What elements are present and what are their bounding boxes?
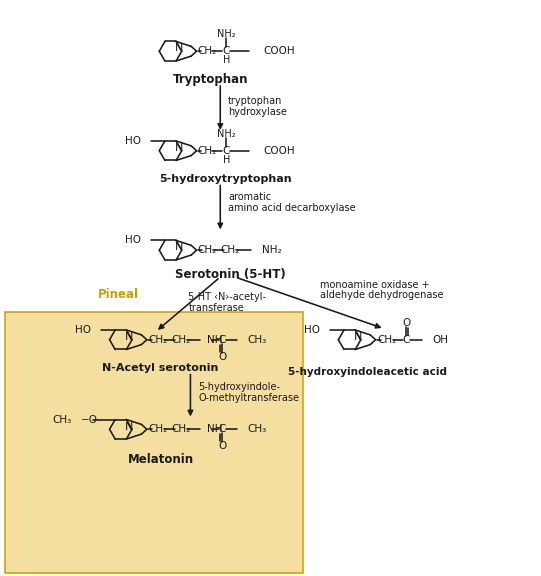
Text: OH: OH bbox=[432, 335, 448, 344]
Text: CH₂: CH₂ bbox=[171, 335, 190, 344]
Text: N: N bbox=[354, 332, 362, 342]
Text: C: C bbox=[403, 335, 410, 344]
Text: COOH: COOH bbox=[263, 146, 295, 156]
Text: 5-HT ‹N›-acetyl-: 5-HT ‹N›-acetyl- bbox=[188, 292, 266, 302]
Text: tryptophan: tryptophan bbox=[228, 96, 282, 106]
Text: Ο-methyltransferase: Ο-methyltransferase bbox=[199, 393, 299, 403]
Text: NH₂: NH₂ bbox=[262, 245, 282, 255]
Text: CH₂: CH₂ bbox=[197, 146, 216, 156]
Text: aromatic: aromatic bbox=[228, 192, 272, 203]
Text: CH₃: CH₃ bbox=[247, 425, 267, 434]
Text: H: H bbox=[223, 55, 230, 65]
Text: N: N bbox=[125, 332, 134, 342]
Text: C: C bbox=[219, 335, 226, 344]
Text: 5-hydroxyindoleacetic acid: 5-hydroxyindoleacetic acid bbox=[288, 366, 447, 377]
Text: C: C bbox=[219, 425, 226, 434]
Text: N: N bbox=[125, 422, 134, 431]
Text: C: C bbox=[223, 146, 230, 156]
Text: transferase: transferase bbox=[188, 303, 244, 313]
Text: −O: −O bbox=[81, 415, 98, 425]
Text: O: O bbox=[403, 318, 411, 328]
Text: H: H bbox=[223, 155, 230, 165]
Text: C: C bbox=[223, 46, 230, 56]
Text: CH₃: CH₃ bbox=[247, 335, 267, 344]
Text: aldehyde dehydrogenase: aldehyde dehydrogenase bbox=[320, 290, 443, 300]
Text: NH: NH bbox=[208, 335, 223, 344]
Text: NH₂: NH₂ bbox=[217, 29, 236, 39]
Text: NH: NH bbox=[208, 425, 223, 434]
Text: CH₃: CH₃ bbox=[52, 415, 71, 425]
Text: 5-hydroxytryptophan: 5-hydroxytryptophan bbox=[159, 173, 292, 184]
Text: Tryptophan: Tryptophan bbox=[173, 73, 248, 86]
Text: CH₂: CH₂ bbox=[148, 335, 167, 344]
Text: Melatonin: Melatonin bbox=[128, 453, 194, 465]
Text: CH₂: CH₂ bbox=[148, 425, 167, 434]
Text: Pineal: Pineal bbox=[98, 289, 139, 301]
Text: HO: HO bbox=[125, 236, 141, 245]
Text: CH₂: CH₂ bbox=[197, 46, 216, 56]
Text: CH₂: CH₂ bbox=[221, 245, 240, 255]
Text: HO: HO bbox=[304, 325, 320, 335]
Text: COOH: COOH bbox=[263, 46, 295, 56]
Text: monoamine oxidase +: monoamine oxidase + bbox=[320, 280, 430, 290]
Text: N: N bbox=[175, 143, 183, 153]
Text: O: O bbox=[219, 441, 227, 451]
Bar bbox=[5, 312, 303, 573]
Text: N-Acetyl serotonin: N-Acetyl serotonin bbox=[102, 362, 219, 373]
Text: amino acid decarboxylase: amino acid decarboxylase bbox=[228, 203, 356, 214]
Text: CH₂: CH₂ bbox=[377, 335, 396, 344]
Text: hydroxylase: hydroxylase bbox=[228, 107, 287, 117]
Text: 5-hydroxyindole-: 5-hydroxyindole- bbox=[199, 382, 280, 392]
Text: NH₂: NH₂ bbox=[217, 129, 236, 139]
Text: HO: HO bbox=[125, 136, 141, 146]
Text: CH₂: CH₂ bbox=[171, 425, 190, 434]
Text: CH₂: CH₂ bbox=[198, 245, 217, 255]
Text: N: N bbox=[175, 43, 183, 54]
Text: N: N bbox=[175, 242, 183, 252]
Text: HO: HO bbox=[75, 325, 91, 335]
Text: Serotonin (5-HT): Serotonin (5-HT) bbox=[175, 268, 286, 281]
Text: O: O bbox=[219, 351, 227, 362]
